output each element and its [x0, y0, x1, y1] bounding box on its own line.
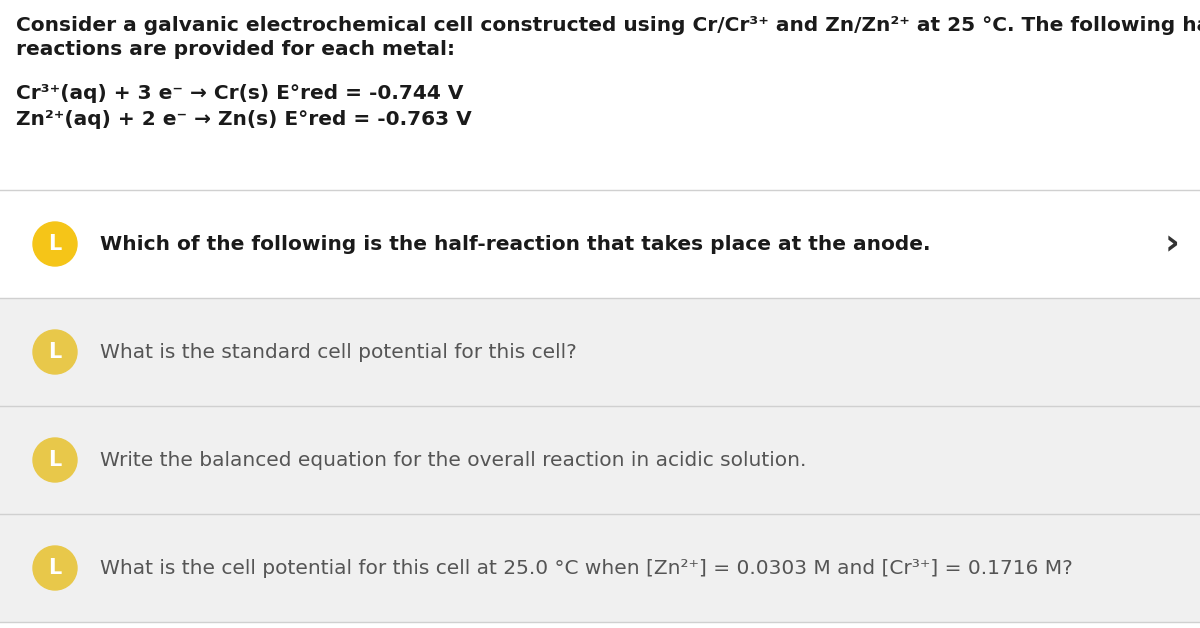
- FancyBboxPatch shape: [0, 190, 1200, 298]
- Text: Write the balanced equation for the overall reaction in acidic solution.: Write the balanced equation for the over…: [100, 450, 806, 470]
- FancyBboxPatch shape: [0, 298, 1200, 406]
- Text: Zn²⁺(aq) + 2 e⁻ → Zn(s) E°red = -0.763 V: Zn²⁺(aq) + 2 e⁻ → Zn(s) E°red = -0.763 V: [16, 110, 472, 129]
- FancyBboxPatch shape: [0, 514, 1200, 622]
- Circle shape: [34, 438, 77, 482]
- FancyBboxPatch shape: [0, 0, 1200, 190]
- Text: Which of the following is the half-reaction that takes place at the anode.: Which of the following is the half-react…: [100, 234, 930, 254]
- FancyBboxPatch shape: [0, 406, 1200, 514]
- Text: Cr³⁺(aq) + 3 e⁻ → Cr(s) E°red = -0.744 V: Cr³⁺(aq) + 3 e⁻ → Cr(s) E°red = -0.744 V: [16, 84, 463, 103]
- Circle shape: [34, 222, 77, 266]
- Text: What is the standard cell potential for this cell?: What is the standard cell potential for …: [100, 342, 577, 362]
- Circle shape: [34, 330, 77, 374]
- Text: Consider a galvanic electrochemical cell constructed using Cr/Cr³⁺ and Zn/Zn²⁺ a: Consider a galvanic electrochemical cell…: [16, 16, 1200, 35]
- Text: reactions are provided for each metal:: reactions are provided for each metal:: [16, 40, 455, 59]
- Text: L: L: [48, 342, 61, 362]
- Text: ›: ›: [1164, 227, 1180, 261]
- Text: L: L: [48, 234, 61, 254]
- Text: What is the cell potential for this cell at 25.0 °C when [Zn²⁺] = 0.0303 M and [: What is the cell potential for this cell…: [100, 558, 1073, 578]
- Text: L: L: [48, 558, 61, 578]
- Text: L: L: [48, 450, 61, 470]
- Circle shape: [34, 546, 77, 590]
